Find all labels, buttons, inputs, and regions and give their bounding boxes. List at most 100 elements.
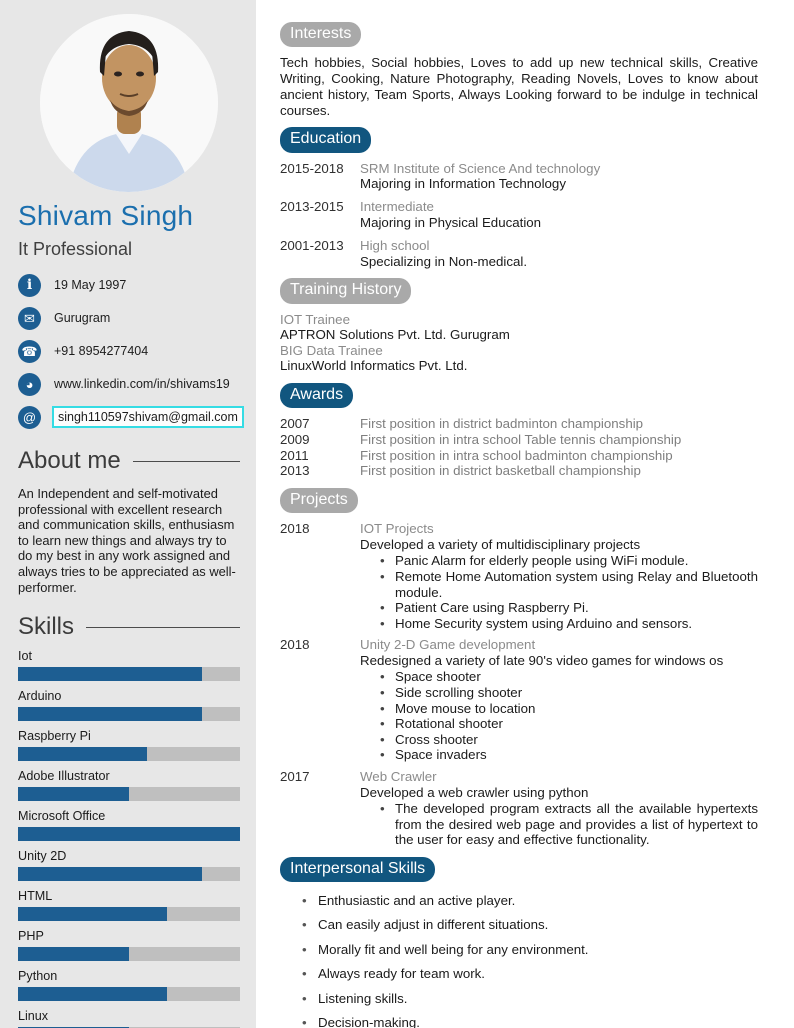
about-heading-label: About me [18,447,121,474]
interests-section-badge: Interests [280,22,362,48]
project-bullet: Home Security system using Arduino and s… [380,616,758,632]
project-bullet: Space invaders [380,747,758,763]
interpersonal-bullets: Enthusiastic and an active player. Can e… [302,893,758,1028]
contact-row-phone: ☎ +91 8954277404 [18,339,240,363]
training-role: BIG Data Trainee [280,342,383,358]
award-text: First position in intra school badminton… [360,447,673,463]
contact-row-location: ✉ Gurugram [18,306,240,330]
education-row: 2001-2013 High school Specializing in No… [280,238,758,270]
education-section-badge: Education [280,127,372,153]
birthday-value: 19 May 1997 [54,278,127,292]
award-row: 2011 First position in intra school badm… [280,448,758,464]
project-bullet: Move mouse to location [380,701,758,717]
skills-list: Iot Arduino Raspberry Pi Adobe Illustrat… [18,649,240,1028]
skill-label: Arduino [18,689,62,704]
award-row: 2007 First position in district badminto… [280,416,758,432]
award-row: 2013 First position in district basketba… [280,463,758,479]
contact-row-birthday: i 19 May 1997 [18,273,240,297]
contact-list: i 19 May 1997 ✉ Gurugram ☎ +91 895427740… [18,273,244,429]
project-title: Unity 2-D Game development [360,637,536,653]
skill-bar-fill [18,947,129,962]
skill-label: Python [18,969,58,984]
interests-text: Tech hobbies, Social hobbies, Loves to a… [280,55,758,118]
skill-bar-track [18,787,240,802]
project-year: 2018 [280,521,310,537]
email-field[interactable]: singh110597shivam@gmail.com [52,406,244,428]
project-bullet: Space shooter [380,669,758,685]
project-title: Web Crawler [360,769,437,784]
person-title: It Professional [18,239,133,259]
phone-icon: ☎ [18,339,41,363]
education-row: 2015-2018 SRM Institute of Science And t… [280,161,758,193]
training-org: APTRON Solutions Pvt. Ltd. Gurugram [280,327,510,343]
info-icon: i [18,273,41,297]
project-desc: Redesigned a variety of late 90's video … [360,653,724,669]
training-rows: IOT Trainee APTRON Solutions Pvt. Ltd. G… [280,312,758,374]
education-school: Intermediate [360,199,434,215]
award-year: 2009 [280,431,310,447]
project-bullets: Panic Alarm for elderly people using WiF… [380,553,758,631]
awards-section-badge: Awards [280,382,354,409]
interpersonal-bullet: Listening skills. [302,991,758,1006]
project-year: 2017 [280,769,310,784]
heading-rule [132,460,240,462]
award-text: First position in district badminton cha… [360,416,644,432]
skill-item: HTML [18,889,240,922]
skill-bar-fill [18,867,203,882]
skill-item: Arduino [18,689,240,722]
education-years: 2001-2013 [280,237,344,253]
section-interests: Interests Tech hobbies, Social hobbies, … [280,22,758,118]
award-year: 2011 [280,447,309,463]
education-years: 2015-2018 [280,160,344,176]
project-year: 2018 [280,637,310,653]
project-bullet: Side scrolling shooter [380,685,758,701]
education-major: Majoring in Physical Education [360,214,542,230]
project-bullet: Patient Care using Raspberry Pi. [380,600,758,616]
project-row: 2018 IOT Projects Developed a variety of… [280,521,758,631]
section-education: Education 2015-2018 SRM Institute of Sci… [280,127,758,269]
education-school: SRM Institute of Science And technology [360,160,601,176]
project-rows: 2018 IOT Projects Developed a variety of… [280,521,758,847]
training-section-badge: Training History [280,278,412,304]
skill-bar-fill [18,907,167,922]
project-desc: Developed a variety of multidisciplinary… [360,537,641,553]
skill-bar-track [18,907,240,922]
skill-bar-fill [18,827,240,842]
training-org: LinuxWorld Informatics Pvt. Ltd. [280,358,468,374]
interpersonal-section-badge: Interpersonal Skills [280,856,436,882]
person-name: Shivam Singh [18,200,194,231]
skill-item: PHP [18,929,240,962]
contact-row-linkedin: ◕ www.linkedin.com/in/shivams19 [18,372,240,396]
interpersonal-bullet: Morally fit and well being for any envir… [302,942,758,957]
linkedin-link[interactable]: www.linkedin.com/in/shivams19 [54,377,230,391]
skill-bar-track [18,987,240,1002]
skill-bar-track [18,867,240,882]
section-interpersonal-skills: Interpersonal Skills Enthusiastic and an… [280,856,758,1028]
skill-item: Microsoft Office [18,809,240,842]
project-bullets: The developed program extracts all the a… [380,801,758,848]
skill-bar-fill [18,787,129,802]
envelope-icon: ✉ [18,306,41,330]
project-title: IOT Projects [360,521,434,537]
skill-label: Iot [18,649,33,664]
skill-item: Unity 2D [18,849,240,882]
profile-photo [40,14,218,192]
skill-bar-fill [18,667,203,682]
interpersonal-bullet: Always ready for team work. [302,966,758,981]
awards-rows: 2007 First position in district badminto… [280,416,758,479]
skill-item: Iot [18,649,240,682]
award-year: 2007 [280,416,310,432]
globe-icon: ◕ [18,372,41,396]
section-training-history: Training History IOT Trainee APTRON Solu… [280,278,758,374]
skills-heading-label: Skills [18,613,75,641]
main-column: Interests Tech hobbies, Social hobbies, … [280,0,758,1028]
education-rows: 2015-2018 SRM Institute of Science And t… [280,161,758,270]
location-value: Gurugram [54,311,111,325]
education-major: Majoring in Information Technology [360,176,566,192]
interpersonal-bullet: Enthusiastic and an active player. [302,893,758,908]
about-heading: About me [18,447,240,475]
skill-bar-fill [18,987,167,1002]
heading-rule [86,626,240,628]
skill-bar-track [18,947,240,962]
